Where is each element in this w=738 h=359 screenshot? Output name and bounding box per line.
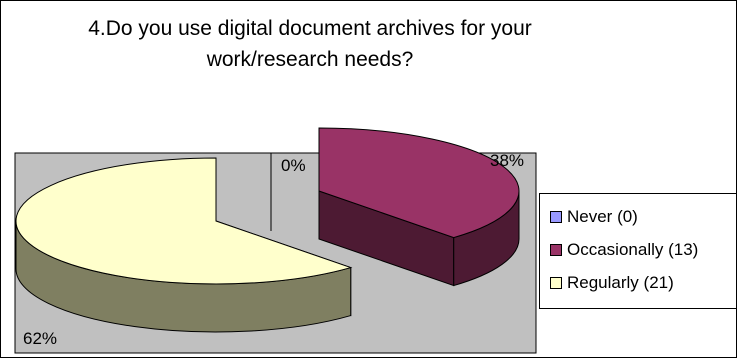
legend-item-regularly: Regularly (21) <box>550 273 674 293</box>
pie-slice-occasionally <box>318 127 520 287</box>
legend-label-never: Never (0) <box>567 207 638 226</box>
pie-chart <box>15 127 520 333</box>
legend-label-occasionally: Occasionally (13) <box>567 240 699 259</box>
pie-slice-regularly <box>15 157 353 333</box>
data-label-regularly: 62% <box>23 329 58 348</box>
legend-swatch-occasionally <box>550 244 562 256</box>
legend-label-regularly: Regularly (21) <box>567 273 674 292</box>
data-label-occasionally: 38% <box>490 151 525 170</box>
chart-title-line-1: 4.Do you use digital document archives f… <box>88 17 532 40</box>
data-label-never: 0% <box>281 156 306 175</box>
legend-swatch-regularly <box>550 277 562 289</box>
legend-item-occasionally: Occasionally (13) <box>550 240 698 260</box>
legend: Never (0) Occasionally (13) Regularly (2… <box>539 193 736 309</box>
legend-item-never: Never (0) <box>550 207 638 227</box>
legend-swatch-never <box>550 211 562 223</box>
chart-title-line-2: work/research needs? <box>206 48 414 71</box>
